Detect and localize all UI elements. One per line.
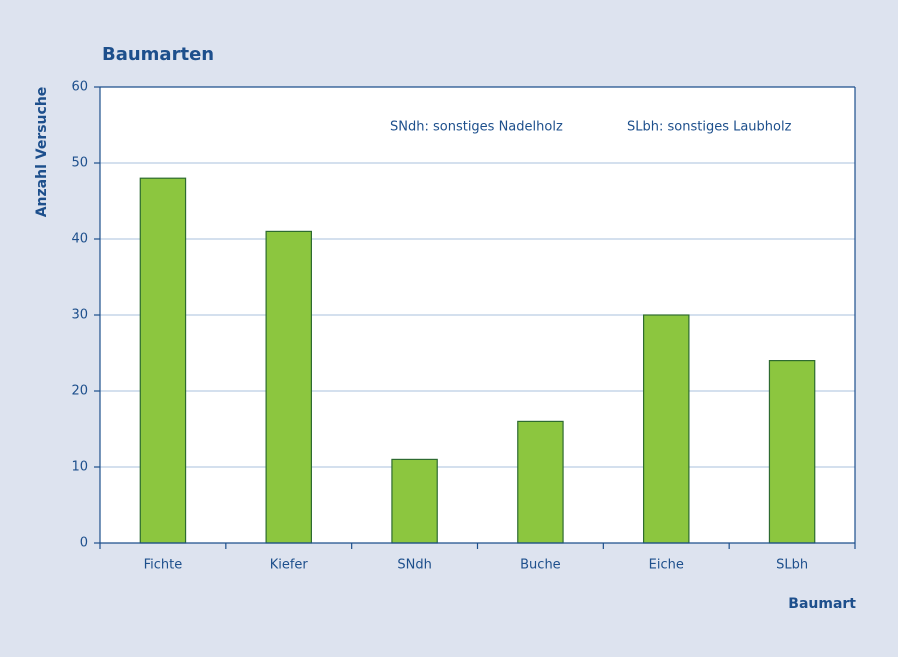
- bar: [642, 314, 690, 544]
- x-tick-label: Buche: [520, 558, 561, 573]
- y-tick-label: 50: [71, 156, 88, 171]
- annotation: SNdh: sonstiges Nadelholz: [390, 120, 563, 135]
- chart-title: Baumarten: [102, 44, 214, 65]
- bar: [517, 420, 564, 544]
- bar: [139, 177, 187, 544]
- y-tick-label: 60: [71, 80, 88, 95]
- annotation: SLbh: sonstiges Laubholz: [627, 120, 792, 135]
- x-tick-label: SLbh: [776, 558, 808, 573]
- bar: [265, 230, 313, 544]
- y-axis-label: Anzahl Versuche: [34, 87, 50, 218]
- bar: [391, 458, 438, 544]
- x-tick-label: Kiefer: [270, 558, 309, 573]
- y-tick-label: 0: [80, 536, 88, 551]
- y-tick-label: 20: [71, 384, 88, 399]
- x-tick-label: Eiche: [649, 558, 684, 573]
- x-axis-label: Baumart: [788, 596, 856, 612]
- y-tick-label: 40: [71, 232, 88, 247]
- x-tick-label: Fichte: [144, 558, 183, 573]
- bar: [768, 360, 816, 544]
- x-tick-label: SNdh: [397, 558, 431, 573]
- y-tick-label: 30: [71, 308, 88, 323]
- y-tick-label: 10: [71, 460, 88, 475]
